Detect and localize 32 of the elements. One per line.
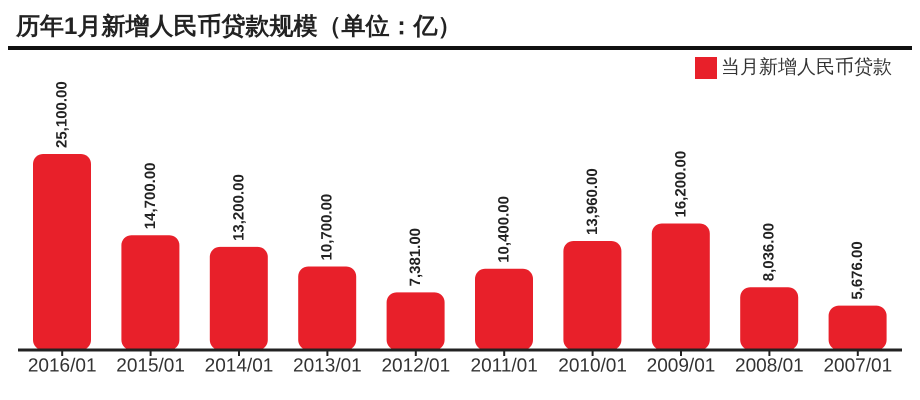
- data-label: 13,200.00: [230, 174, 248, 241]
- x-tick-label: 2015/01: [116, 355, 185, 376]
- data-label: 7,381.00: [407, 228, 424, 286]
- data-label: 10,400.00: [496, 196, 512, 263]
- x-tick-label: 2013/01: [293, 355, 362, 376]
- bar: [121, 235, 180, 350]
- data-label: 10,700.00: [318, 194, 336, 260]
- legend-label: 当月新增人民币贷款: [721, 57, 892, 78]
- bar: [33, 154, 91, 350]
- data-label: 13,960.00: [584, 168, 601, 235]
- x-tick-label: 2010/01: [558, 355, 627, 376]
- x-tick-label: 2011/01: [470, 355, 538, 376]
- x-tick-label: 2008/01: [735, 355, 804, 376]
- bar: [652, 224, 710, 350]
- x-tick-label: 2014/01: [204, 355, 274, 376]
- data-label: 14,700.00: [142, 162, 159, 230]
- bar: [210, 246, 268, 350]
- bar: [828, 306, 887, 350]
- x-tick-label: 2007/01: [823, 355, 892, 376]
- x-tick-label: 2009/01: [646, 355, 716, 376]
- bar: [740, 287, 798, 350]
- x-tick-label: 2012/01: [381, 355, 450, 376]
- bar: [386, 292, 445, 350]
- data-label: 5,676.00: [849, 241, 866, 300]
- bar: [475, 268, 533, 350]
- data-label: 16,200.00: [672, 150, 690, 218]
- bar: [298, 266, 356, 350]
- x-tick-label: 2016/01: [28, 355, 97, 376]
- chart-title: 历年1月新增人民币贷款规模（单位：亿）: [8, 8, 912, 50]
- data-label: 8,036.00: [760, 222, 778, 282]
- data-label: 25,100.00: [54, 81, 70, 148]
- bar: [563, 240, 622, 350]
